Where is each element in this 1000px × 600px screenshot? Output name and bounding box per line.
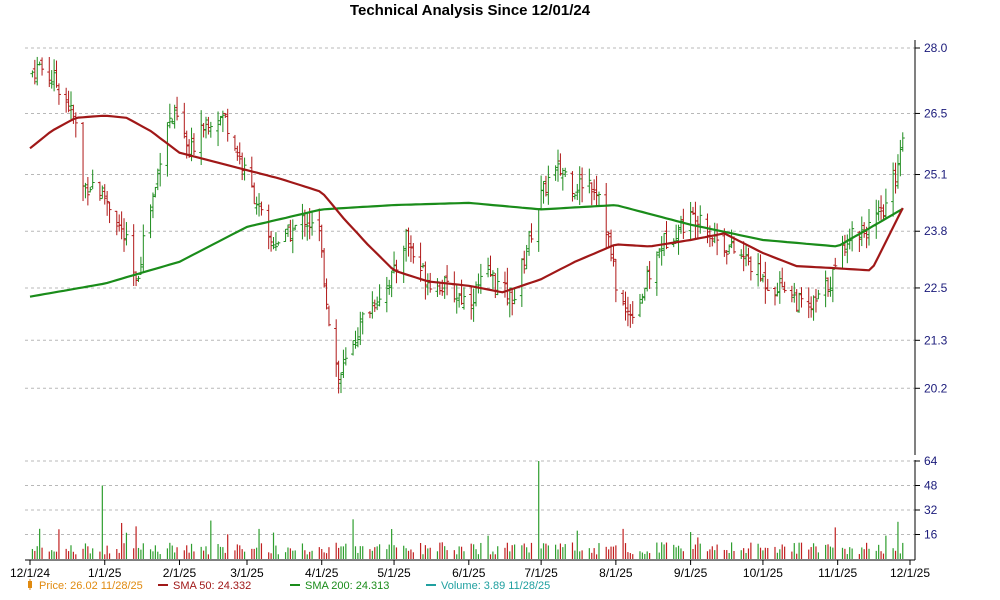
price-tick-label: 20.2 <box>924 381 948 395</box>
price-tick-label: 22.5 <box>924 281 948 295</box>
price-tick-label: 21.3 <box>924 333 948 347</box>
price-tick-label: 23.8 <box>924 224 948 238</box>
sma50-line <box>29 114 904 294</box>
x-tick-label: 3/1/25 <box>230 566 264 580</box>
x-tick-label: 11/1/25 <box>818 566 857 580</box>
x-tick-label: 6/1/25 <box>452 566 486 580</box>
legend-label: SMA 200: 24.313 <box>305 580 389 592</box>
price-y-ticks: 20.2 21.3 22.5 23.8 25.1 26.5 28.0 <box>915 41 948 395</box>
volume-y-ticks: 16 32 48 64 <box>915 454 938 542</box>
volume-tick-label: 32 <box>924 503 938 517</box>
price-tick-label: 28.0 <box>924 41 948 55</box>
volume-tick-label: 64 <box>924 454 938 468</box>
volume-tick-label: 16 <box>924 528 938 542</box>
legend: Price: 26.02 11/28/25 SMA 50: 24.332 SMA 2… <box>28 579 550 592</box>
x-tick-label: 1/1/25 <box>88 566 122 580</box>
x-axis-ticks: 12/1/24 1/1/25 2/1/25 3/1/25 4/1/25 5/1/25 6/1… <box>10 560 930 580</box>
x-tick-label: 8/1/25 <box>599 566 633 580</box>
x-tick-label: 5/1/25 <box>377 566 411 580</box>
price-tick-label: 25.1 <box>924 168 948 182</box>
legend-label: Price: 26.02 11/28/25 <box>39 580 143 592</box>
price-grid <box>25 47 915 389</box>
x-tick-label: 10/1/25 <box>743 566 783 580</box>
volume-grid <box>25 460 915 535</box>
price-tick-label: 26.5 <box>924 106 948 120</box>
x-tick-label: 9/1/25 <box>674 566 708 580</box>
x-tick-label: 12/1/25 <box>890 566 930 580</box>
x-tick-label: 4/1/25 <box>305 566 339 580</box>
x-tick-label: 12/1/24 <box>10 566 50 580</box>
sma-lines <box>29 114 904 298</box>
x-tick-label: 2/1/25 <box>163 566 197 580</box>
legend-label: Volume: 3.89 11/28/25 <box>441 580 550 592</box>
volume-bars <box>31 461 904 559</box>
price-bars <box>30 56 905 394</box>
volume-tick-label: 48 <box>924 479 938 493</box>
chart-title: Technical Analysis Since 12/01/24 <box>350 2 591 19</box>
sma200-line <box>29 201 904 298</box>
legend-label: SMA 50: 24.332 <box>173 580 251 592</box>
x-tick-label: 7/1/25 <box>524 566 558 580</box>
